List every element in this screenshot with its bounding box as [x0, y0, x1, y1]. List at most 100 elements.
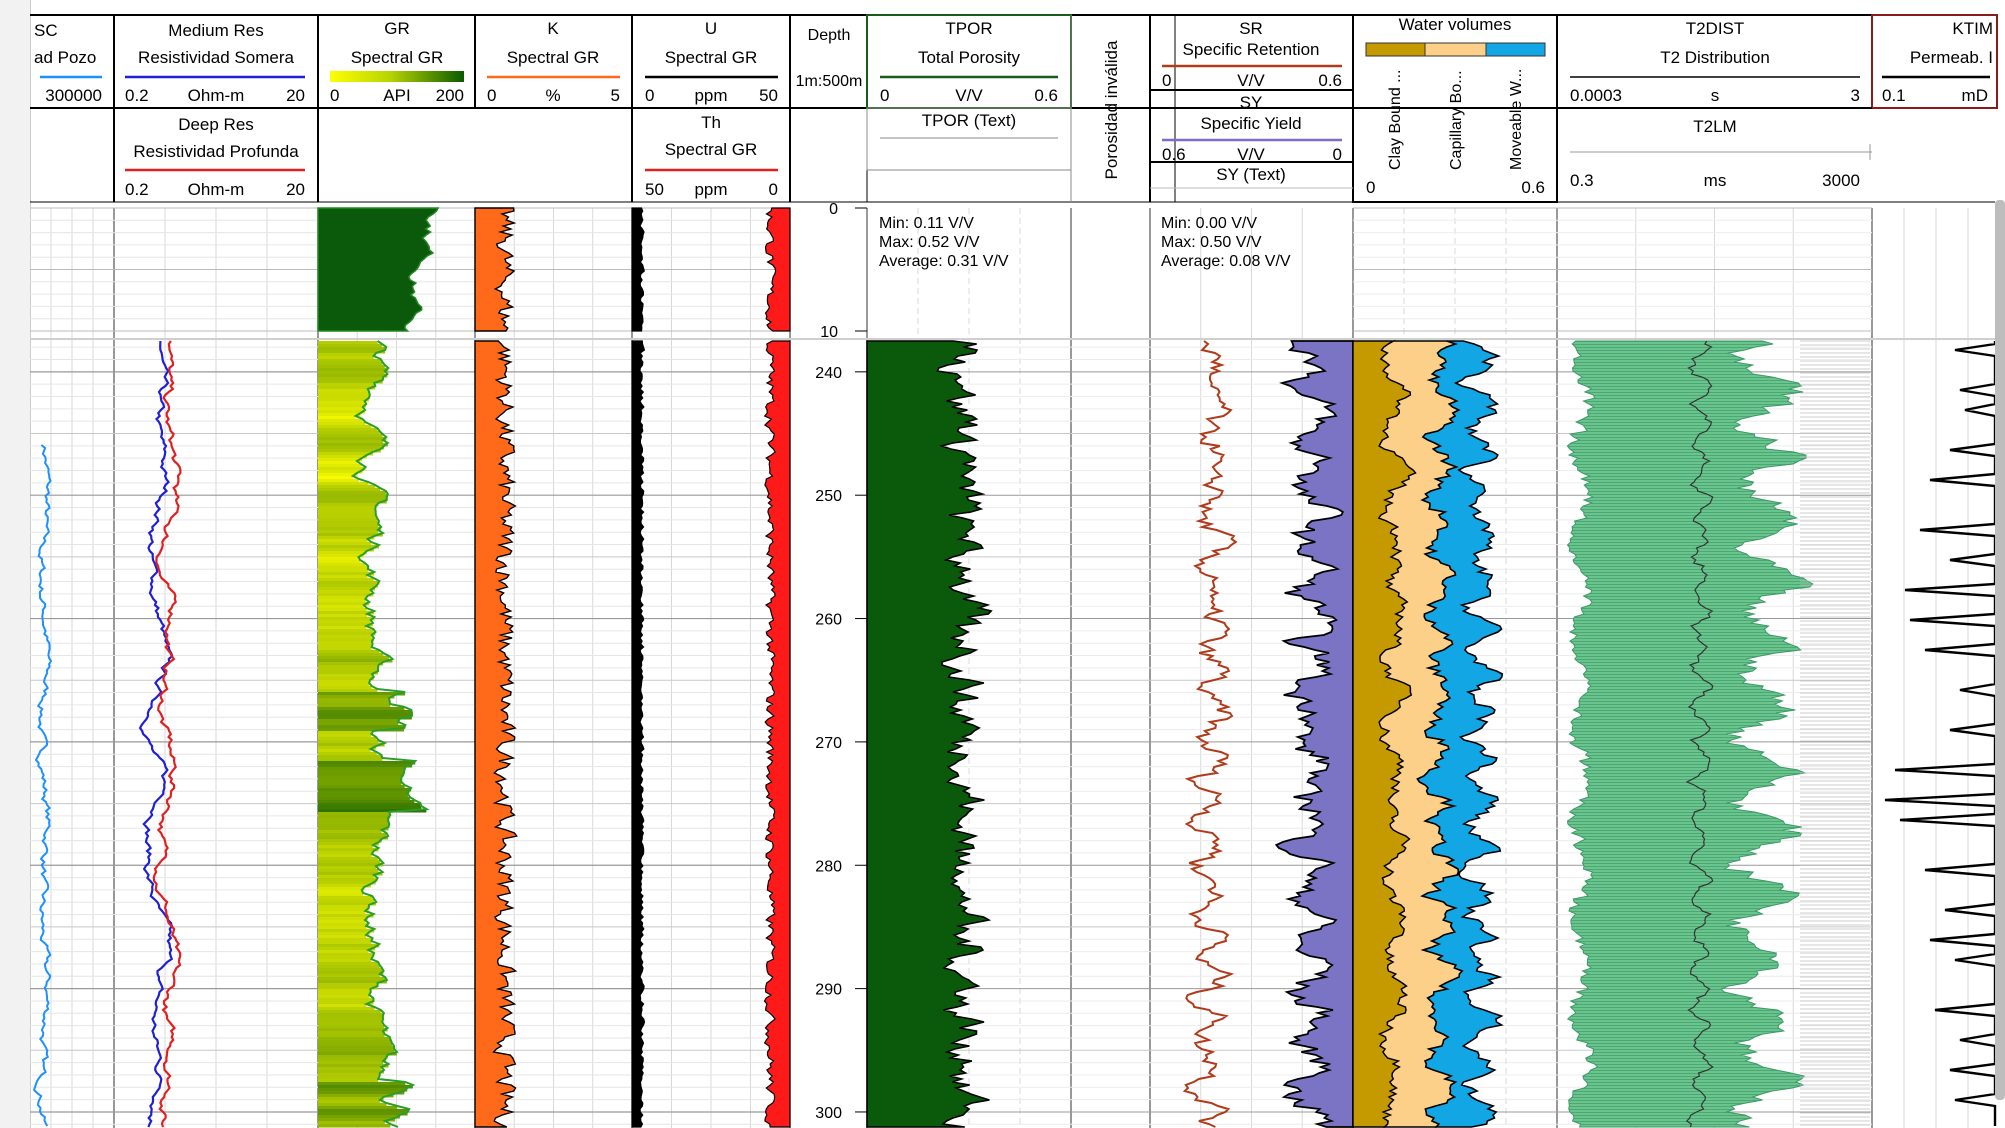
gr-fill-band [318, 659, 393, 663]
water-max: 0.6 [1521, 178, 1545, 197]
gr-fill-band [318, 911, 366, 915]
gr-fill-band [318, 809, 427, 813]
gr-fill-band [318, 767, 406, 771]
gr-fill-band [318, 398, 369, 402]
depth-tick-label: 300 [815, 1105, 842, 1122]
ktim-desc: Permeab. I [1910, 48, 1993, 67]
gr-fill-band [318, 1061, 384, 1065]
gr-fill-band [318, 773, 405, 777]
gr-fill-band [318, 926, 367, 930]
gr-fill-band [318, 596, 368, 600]
gr-fill-band [318, 686, 372, 690]
gr-fill-band [318, 722, 399, 726]
gr-fill-band [318, 656, 389, 660]
gr-fill-band [318, 470, 363, 474]
sy-desc: Specific Yield [1200, 114, 1301, 133]
gr-fill-band [318, 674, 373, 678]
gr-fill-band [318, 1034, 385, 1038]
th-fill [763, 340, 791, 1128]
sy-fill [1274, 340, 1354, 1128]
sr-curve [1182, 340, 1238, 1128]
gr-fill-band [318, 854, 372, 858]
gr-fill-band [318, 998, 374, 1002]
depth-tick-label: 0 [829, 201, 838, 218]
gr-fill-band [318, 1025, 384, 1029]
gr-fill-band [318, 1019, 383, 1023]
gr-fill-band [318, 1118, 396, 1122]
gr-fill-band [318, 629, 374, 633]
gr-fill-band [318, 959, 372, 963]
gr-fill-band [318, 839, 382, 843]
medium-res-max: 20 [286, 86, 305, 105]
gr-fill-band [318, 704, 391, 708]
medium-res-desc: Resistividad Somera [138, 48, 294, 67]
water-volumes-title: Water volumes [1399, 15, 1512, 34]
gr-fill-band [318, 935, 367, 939]
gamma-curve [32, 444, 53, 1127]
gr-fill-band [318, 947, 376, 951]
sy-text-title: SY (Text) [1216, 165, 1286, 184]
gr-fill-band [318, 1010, 381, 1014]
gr-fill-band [318, 446, 385, 450]
deep-res-min: 0.2 [125, 180, 149, 199]
gr-fill-band [318, 662, 384, 666]
gr-fill-band [318, 1112, 408, 1116]
gr-fill-band [318, 905, 370, 909]
gr-fill-band [318, 422, 366, 426]
t2lm-title: T2LM [1693, 117, 1736, 136]
gr-fill-band [318, 1067, 382, 1071]
gr-fill-band [318, 350, 386, 354]
gr-fill-band [318, 512, 376, 516]
gr-fill-band [318, 1064, 389, 1068]
sr-max: 0.6 [1318, 71, 1342, 90]
gr-fill-band [318, 395, 370, 399]
gr-fill-band [318, 986, 378, 990]
gr-fill-band [318, 872, 383, 876]
gr-fill-top [317, 207, 440, 332]
gr-fill-band [318, 551, 367, 555]
gr-fill-band [318, 995, 370, 999]
gr-fill-band [318, 353, 377, 357]
gr-fill-band [318, 821, 389, 825]
gr-fill-band [318, 716, 412, 720]
invalid-porosity-label: Porosidad inválida [1102, 40, 1121, 179]
gr-fill-band [318, 1049, 395, 1053]
gr-fill-band [318, 1058, 387, 1062]
gr-fill-band [318, 608, 367, 612]
gr-fill-band [318, 758, 383, 762]
gr-fill-band [318, 869, 379, 873]
gr-fill-band [318, 965, 380, 969]
gr-fill-band [318, 812, 389, 816]
gr-curve [350, 340, 430, 1128]
gr-fill-band [318, 836, 389, 840]
vertical-scrollbar[interactable] [1995, 200, 2005, 1100]
gr-fill-band [318, 737, 377, 741]
gr-fill-band [318, 833, 387, 837]
gr-fill-band [318, 977, 385, 981]
gr-fill-band [318, 695, 395, 699]
t2dist-unit: s [1711, 86, 1720, 105]
gr-fill-band [318, 878, 378, 882]
gr-fill-band [318, 449, 381, 453]
gr-fill-band [318, 500, 387, 504]
u-unit: ppm [694, 86, 727, 105]
u-max: 50 [759, 86, 778, 105]
t2lm-min: 0.3 [1570, 171, 1594, 190]
gr-fill-band [318, 698, 390, 702]
t2dist-max: 3 [1851, 86, 1860, 105]
gr-fill-band [318, 407, 363, 411]
gr-fill-band [318, 800, 415, 804]
tpor-min: 0 [880, 86, 889, 105]
gr-fill-band [318, 791, 409, 795]
gr-fill-band [318, 827, 389, 831]
gr-fill-band [318, 713, 413, 717]
gr-fill-band [318, 941, 372, 945]
gr-fill-band [318, 863, 384, 867]
gr-fill-band [318, 545, 379, 549]
k-title: K [547, 19, 559, 38]
gr-fill-band [318, 755, 382, 759]
gr-fill-band [318, 1031, 384, 1035]
gr-fill-band [318, 845, 373, 849]
gr-fill-band [318, 1079, 379, 1083]
gr-fill-band [318, 1094, 394, 1098]
